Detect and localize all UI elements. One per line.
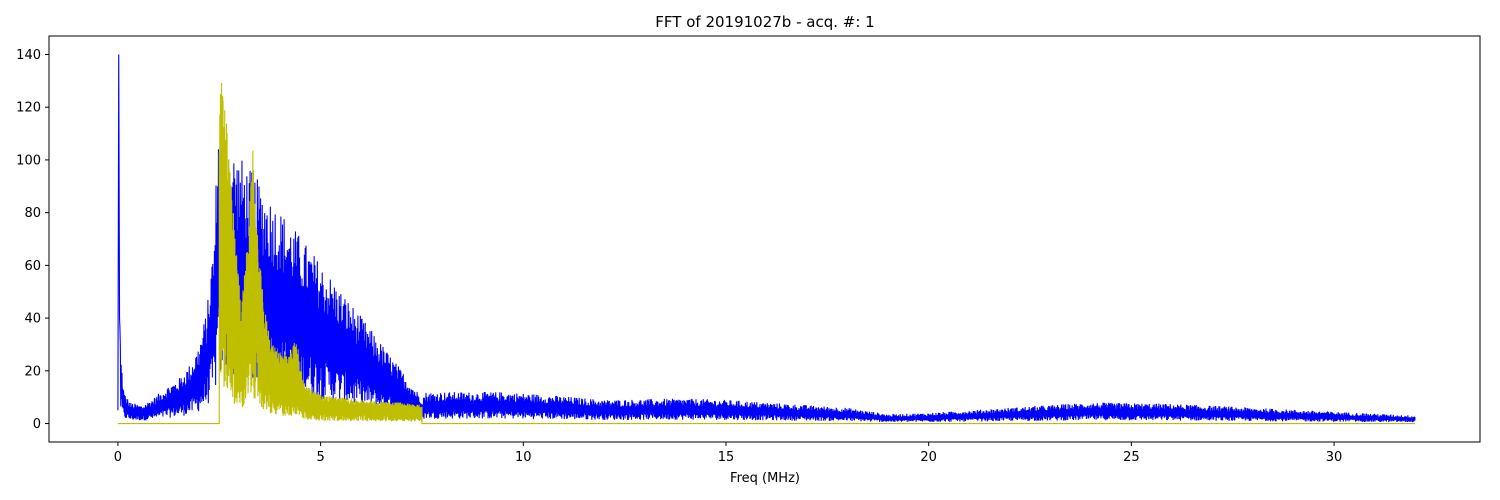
y-tick-label: 40 xyxy=(24,312,41,327)
x-tick-label: 15 xyxy=(718,450,735,465)
y-axis: 0 20 40 60 80 100 120 140 xyxy=(16,48,49,432)
x-tick-label: 5 xyxy=(316,450,324,465)
series-band-line xyxy=(117,82,1416,425)
y-tick-label: 60 xyxy=(24,259,41,274)
y-tick-label: 80 xyxy=(24,206,41,221)
y-tick-label: 140 xyxy=(16,48,41,63)
series-spectrum-line xyxy=(117,54,1416,423)
plot-frame xyxy=(48,35,1481,443)
x-tick-label: 0 xyxy=(114,450,122,465)
y-tick-label: 0 xyxy=(33,417,41,432)
y-tick-label: 20 xyxy=(24,364,41,379)
x-tick-label: 30 xyxy=(1326,450,1343,465)
x-tick-label: 20 xyxy=(920,450,937,465)
x-axis: 0 5 10 15 20 25 30 xyxy=(114,442,1343,465)
x-tick-label: 10 xyxy=(515,450,532,465)
chart-title: FFT of 20191027b - acq. #: 1 xyxy=(655,13,874,31)
x-axis-label: Freq (MHz) xyxy=(730,471,800,486)
plot-area xyxy=(117,54,1416,425)
y-tick-label: 100 xyxy=(16,153,41,168)
x-tick-label: 25 xyxy=(1123,450,1140,465)
y-tick-label: 120 xyxy=(16,101,41,116)
